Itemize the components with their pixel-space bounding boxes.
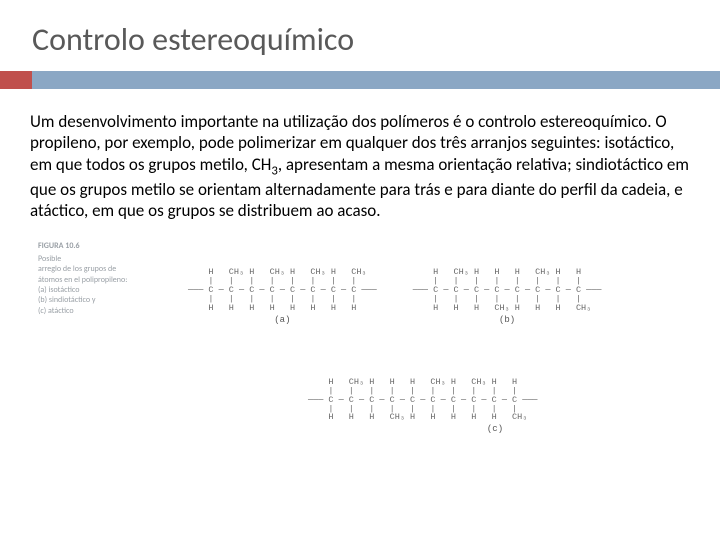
chain-c-label: (c) (308, 425, 682, 434)
slide-title: Controlo estereoquímico (28, 20, 692, 59)
figure-caption: FIGURA 10.6 Posible arreglo de los grupo… (38, 241, 148, 479)
body-paragraph: Um desenvolvimento importante na utiliza… (28, 111, 692, 221)
figure-area: FIGURA 10.6 Posible arreglo de los grupo… (28, 241, 692, 479)
chain-b-label: (b) (413, 316, 602, 325)
chain-c: H CH₃ H H H CH₃ H CH₃ H H | | | | | | | … (308, 378, 682, 435)
accent-bar-left (0, 71, 32, 89)
chain-b: H CH₃ H H H CH₃ H H | | | | | | | | ─── … (413, 268, 602, 325)
slide: Controlo estereoquímico Um desenvolvimen… (0, 0, 720, 540)
polymer-chains: H CH₃ H CH₃ H CH₃ H CH₃ | | | | | | | | … (188, 241, 682, 479)
chains-row-ab: H CH₃ H CH₃ H CH₃ H CH₃ | | | | | | | | … (188, 268, 682, 325)
figure-caption-text: Posible arreglo de los grupos de átomos … (38, 254, 148, 316)
chain-a-label: (a) (188, 316, 377, 325)
chain-a: H CH₃ H CH₃ H CH₃ H CH₃ | | | | | | | | … (188, 268, 377, 325)
accent-bar (0, 71, 720, 89)
accent-bar-right (32, 71, 720, 89)
figure-caption-title: FIGURA 10.6 (38, 241, 148, 251)
chains-row-c: H CH₃ H H H CH₃ H CH₃ H H | | | | | | | … (188, 360, 682, 453)
